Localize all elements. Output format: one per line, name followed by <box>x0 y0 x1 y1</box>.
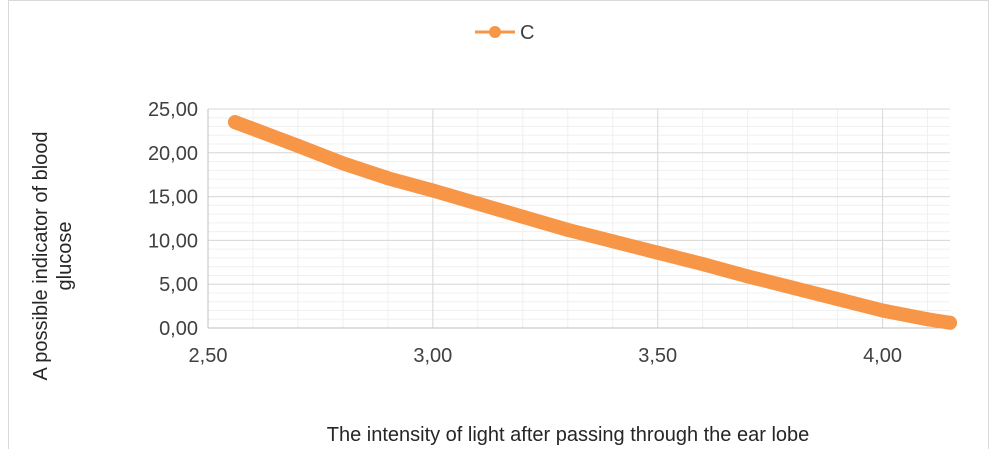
legend-dot-marker <box>489 26 501 38</box>
y-tick-label: 15,00 <box>148 187 198 209</box>
chart-area: 2,50 3,00 3,50 4,00 0,00 5,00 10,00 15,00 20,00… <box>8 0 989 449</box>
data-point <box>695 257 710 272</box>
data-point <box>920 312 935 327</box>
axis-lines <box>207 109 950 329</box>
chart-svg: 2,50 3,00 3,50 4,00 0,00 5,00 10,00 15,00 20,00… <box>30 22 957 446</box>
legend: C <box>475 22 534 44</box>
y-tick-label: 0,00 <box>159 318 198 340</box>
y-axis-title: A possible indicator of blood glucose <box>30 131 76 380</box>
data-point <box>740 269 755 284</box>
data-point <box>380 171 395 186</box>
legend-label: C <box>520 22 534 44</box>
y-tick-label: 5,00 <box>159 274 198 296</box>
x-tick-label: 3,50 <box>638 345 677 367</box>
x-axis-title: The intensity of light after passing thr… <box>327 424 810 446</box>
series-group <box>227 115 957 330</box>
y-tick-label: 25,00 <box>148 99 198 121</box>
y-tick-labels: 0,00 5,00 10,00 15,00 20,00 25,00 <box>148 99 198 340</box>
y-tick-label: 10,00 <box>148 230 198 252</box>
y-tick-label: 20,00 <box>148 143 198 165</box>
data-point <box>515 209 530 224</box>
x-tick-label: 3,00 <box>413 345 452 367</box>
data-point <box>875 303 890 318</box>
data-point <box>785 280 800 295</box>
data-point <box>830 292 845 307</box>
data-point <box>227 115 242 130</box>
data-point <box>425 183 440 198</box>
data-point <box>290 138 305 153</box>
data-point <box>943 315 957 330</box>
data-point <box>470 196 485 211</box>
data-point <box>605 234 620 249</box>
x-tick-label: 4,00 <box>863 345 902 367</box>
data-point <box>335 156 350 171</box>
y-axis-title-line-2: glucose <box>54 222 76 291</box>
y-axis-title-line-1: A possible indicator of blood <box>30 131 52 380</box>
x-tick-label: 2,50 <box>189 345 228 367</box>
data-point <box>560 222 575 237</box>
x-tick-labels: 2,50 3,00 3,50 4,00 <box>189 345 902 367</box>
data-point <box>650 245 665 260</box>
